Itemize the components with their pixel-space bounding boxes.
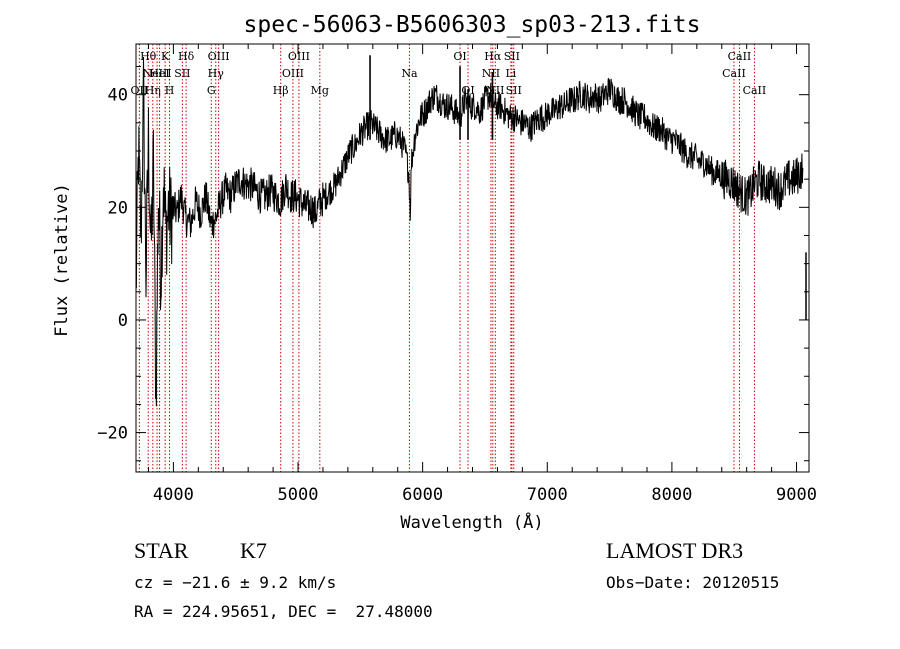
spectrum-data bbox=[135, 55, 807, 407]
emission-line-label: NII bbox=[482, 67, 500, 80]
emission-line-label: H bbox=[165, 84, 175, 97]
x-tick-label: 7000 bbox=[527, 485, 568, 505]
emission-line-label: OIII bbox=[208, 50, 230, 63]
redshift-velocity: cz = −21.6 ± 9.2 km/s bbox=[134, 573, 337, 592]
chart-title: spec-56063-B5606303_sp03-213.fits bbox=[244, 12, 701, 38]
emission-line-label: Hα bbox=[484, 50, 502, 63]
emission-line-label: Li bbox=[505, 67, 516, 80]
emission-line-label: Mg bbox=[311, 84, 329, 97]
emission-line-label: CaII bbox=[722, 67, 746, 80]
emission-line-labels: OIIHθHηNeIIIHeIKHSIIHδGHγOIIIHβOIIIOIIIM… bbox=[131, 50, 767, 97]
emission-line-label: Na bbox=[401, 67, 418, 80]
y-tick-label: 20 bbox=[108, 198, 128, 218]
emission-line-label: SII bbox=[506, 84, 522, 97]
emission-line-label: Hγ bbox=[208, 67, 225, 80]
spectrum-line bbox=[135, 56, 804, 407]
y-tick-label: 0 bbox=[118, 311, 128, 331]
emission-line-label: SII bbox=[174, 67, 190, 80]
y-axis-label: Flux (relative) bbox=[52, 183, 72, 337]
emission-line-label: Hδ bbox=[178, 50, 195, 63]
emission-line-label: Hθ bbox=[140, 50, 157, 63]
emission-line-label: SII bbox=[504, 50, 520, 63]
emission-line-label: Hβ bbox=[273, 84, 289, 97]
survey-name: LAMOST DR3 bbox=[606, 538, 744, 563]
x-axis-label: Wavelength (Å) bbox=[400, 511, 543, 533]
x-tick-label: 9000 bbox=[776, 485, 817, 505]
observation-date: Obs−Date: 20120515 bbox=[606, 573, 780, 592]
emission-line-label: NeIII bbox=[142, 67, 171, 80]
x-tick-label: 4000 bbox=[153, 485, 194, 505]
x-tick-label: 8000 bbox=[651, 485, 692, 505]
emission-line-label: Hη bbox=[145, 84, 161, 97]
y-tick-label: 40 bbox=[108, 86, 128, 106]
emission-line-label: OI bbox=[453, 50, 466, 63]
object-subclass: K7 bbox=[240, 538, 267, 563]
emission-line-label: OIII bbox=[282, 67, 304, 80]
sky-coordinates: RA = 224.95651, DEC = 27.48000 bbox=[134, 602, 433, 621]
axis-ticks: 4000 5000 6000 7000 8000 9000 −20 0 20 40 bbox=[97, 44, 817, 505]
emission-line-label: G bbox=[207, 84, 216, 97]
object-class: STAR bbox=[134, 538, 189, 563]
x-tick-label: 5000 bbox=[278, 485, 319, 505]
emission-line-label: HeI bbox=[149, 67, 169, 80]
emission-line-label: CaII bbox=[728, 50, 752, 63]
y-tick-label: −20 bbox=[97, 424, 128, 444]
emission-line-label: CaII bbox=[743, 84, 767, 97]
x-tick-label: 6000 bbox=[402, 485, 443, 505]
emission-line-label: OIII bbox=[288, 50, 310, 63]
emission-line-label: K bbox=[161, 50, 170, 63]
